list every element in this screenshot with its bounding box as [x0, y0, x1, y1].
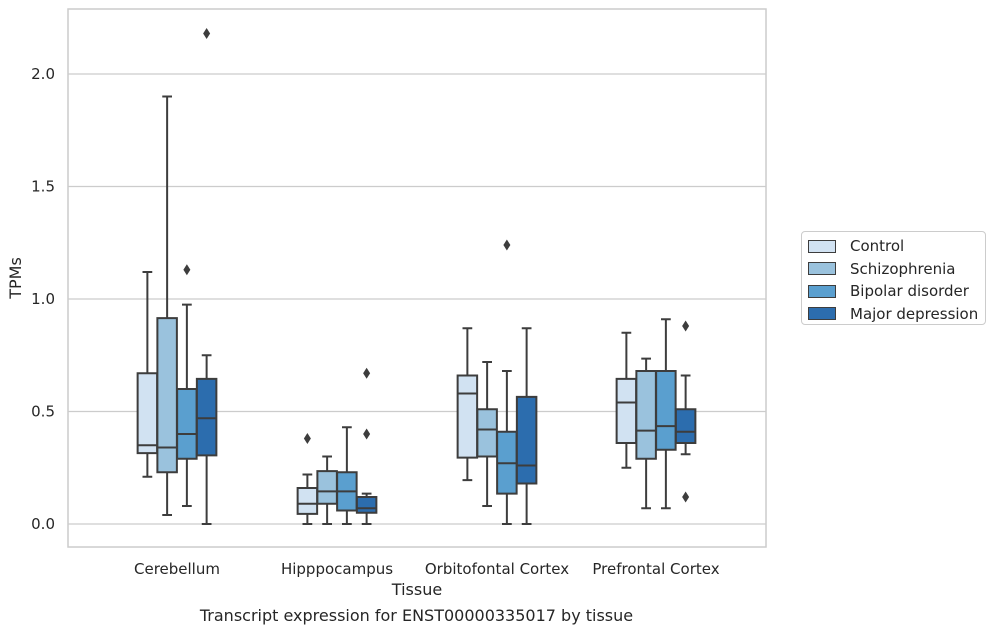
outlier-point [363, 428, 371, 440]
y-tick-label: 0.5 [31, 403, 55, 421]
box-control [296, 433, 319, 525]
box-control [136, 271, 159, 478]
plot-frame [67, 8, 767, 548]
y-tick-label: 0.0 [31, 515, 55, 533]
outlier-point [503, 239, 511, 251]
x-tick-label: Orbitofontal Cortex [425, 560, 569, 578]
box-iqr [476, 408, 498, 458]
y-tick-label: 1.0 [31, 290, 55, 308]
box-iqr [316, 470, 338, 505]
x-tick-label: Hipppocampus [281, 560, 393, 578]
box-iqr [615, 377, 638, 444]
x-tick-label: Cerebellum [134, 560, 220, 578]
box-bipolar-disorder [176, 264, 198, 507]
legend-label-major-depression: Major depression [850, 304, 979, 323]
box-iqr [176, 388, 198, 460]
legend-swatch-schizophrenia [808, 262, 836, 276]
legend-swatch-major-depression [808, 307, 836, 321]
box-major-depression [674, 320, 697, 503]
box-iqr [355, 496, 378, 514]
y-tick-label: 2.0 [31, 65, 55, 83]
outlier-point [682, 491, 690, 503]
legend-label-schizophrenia: Schizophrenia [850, 259, 956, 278]
box-schizophrenia [476, 361, 498, 507]
box-schizophrenia [156, 95, 178, 516]
box-iqr [136, 372, 159, 455]
box-control [456, 327, 479, 482]
box-iqr [296, 487, 319, 515]
outlier-point [183, 264, 191, 276]
box-iqr [156, 317, 178, 474]
box-bipolar-disorder [336, 426, 358, 525]
legend-item-schizophrenia: Schizophrenia [802, 258, 985, 281]
x-axis-label: Tissue [391, 580, 442, 599]
box-major-depression [515, 327, 538, 525]
box-control [615, 331, 638, 469]
box-iqr [635, 370, 657, 460]
x-axis-ticks: Cerebellum Hipppocampus Orbitofontal Corte… [134, 560, 720, 578]
box-iqr [456, 374, 479, 459]
box-bipolar-disorder [655, 318, 677, 510]
outlier-point [682, 320, 690, 332]
legend-swatch-bipolar-disorder [808, 284, 836, 298]
x-tick-label: Prefrontal Cortex [592, 560, 719, 578]
y-axis-label: TPMs [6, 257, 25, 300]
outlier-point [303, 433, 311, 444]
legend-item-control: Control [802, 235, 985, 258]
box-iqr [515, 395, 538, 485]
box-schizophrenia [316, 455, 338, 525]
box-iqr [655, 370, 677, 451]
outlier-point [203, 28, 211, 39]
box-major-depression [195, 28, 218, 525]
chart-legend: Control Schizophrenia Bipolar disorder M… [801, 231, 986, 325]
outlier-point [363, 367, 371, 379]
legend-label-control: Control [850, 237, 905, 256]
legend-label-bipolar-disorder: Bipolar disorder [850, 282, 969, 301]
box-plot-series [136, 28, 697, 525]
y-axis-ticks: 0.0 0.5 1.0 1.5 2.0 [31, 65, 55, 533]
chart-caption: Transcript expression for ENST0000033501… [199, 606, 634, 625]
y-tick-label: 1.5 [31, 178, 55, 196]
box-major-depression [355, 367, 378, 525]
legend-item-bipolar-disorder: Bipolar disorder [802, 280, 985, 303]
box-schizophrenia [635, 357, 657, 510]
legend-swatch-control [808, 239, 836, 253]
box-iqr [195, 377, 218, 457]
box-bipolar-disorder [496, 239, 518, 525]
box-iqr [674, 408, 697, 444]
legend-item-major-depression: Major depression [802, 303, 985, 326]
